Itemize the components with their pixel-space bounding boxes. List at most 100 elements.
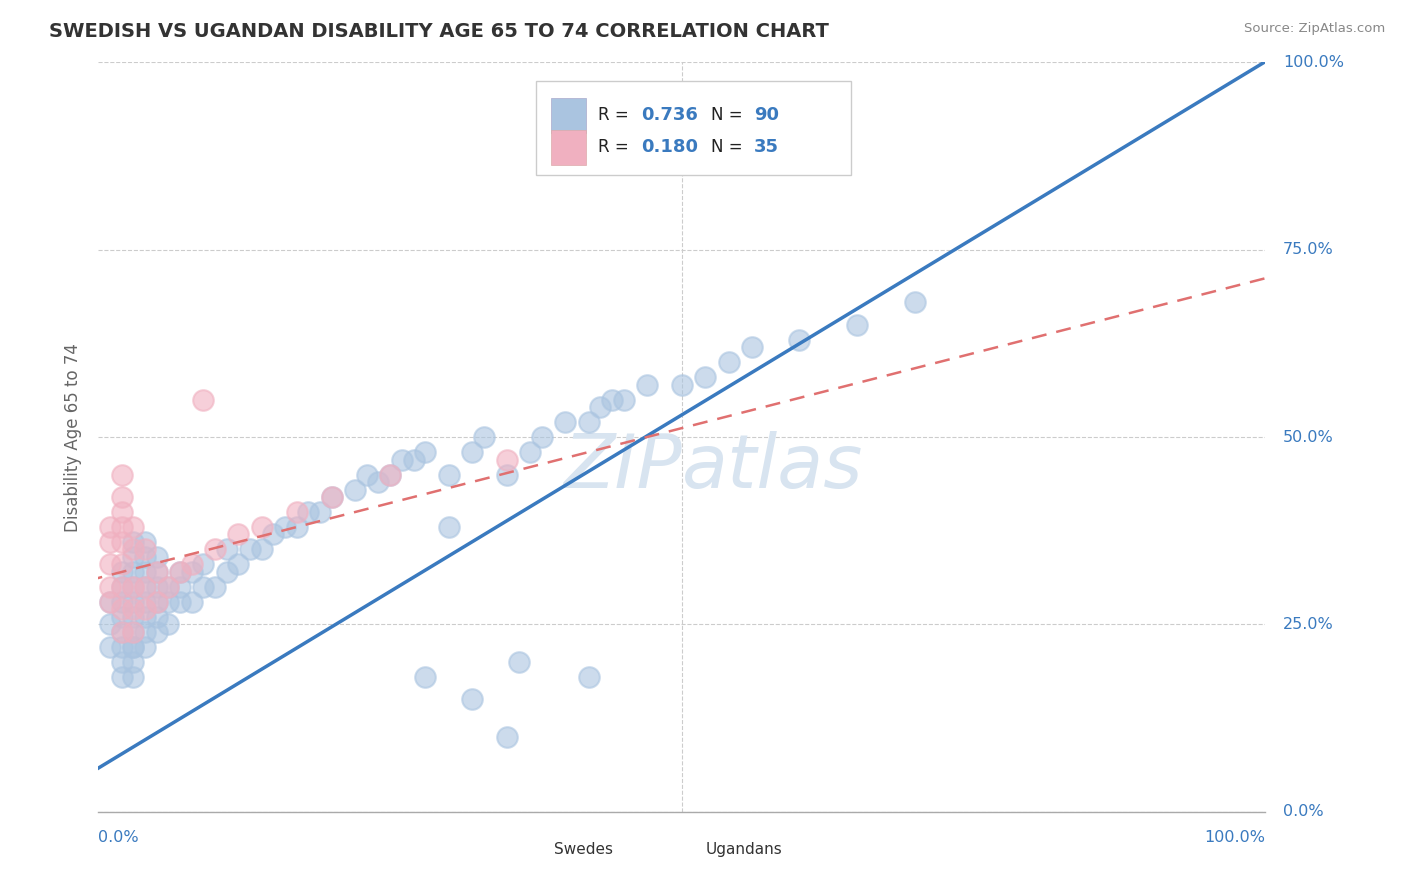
Point bbox=[111, 535, 134, 549]
Point bbox=[157, 595, 180, 609]
Point bbox=[111, 640, 134, 654]
Point bbox=[578, 670, 600, 684]
Point bbox=[122, 610, 145, 624]
Text: ZIP: ZIP bbox=[564, 431, 682, 503]
Point bbox=[496, 452, 519, 467]
Point bbox=[600, 392, 623, 407]
Point bbox=[157, 617, 180, 632]
Point bbox=[111, 624, 134, 639]
Point bbox=[111, 558, 134, 572]
Text: Ugandans: Ugandans bbox=[706, 842, 782, 857]
Point bbox=[671, 377, 693, 392]
Point bbox=[111, 490, 134, 504]
Point bbox=[380, 467, 402, 482]
Point bbox=[215, 542, 238, 557]
Point bbox=[461, 692, 484, 706]
Point bbox=[111, 670, 134, 684]
Point bbox=[134, 610, 156, 624]
Point bbox=[530, 430, 553, 444]
Point bbox=[98, 580, 121, 594]
Point bbox=[146, 595, 169, 609]
Point bbox=[904, 295, 927, 310]
Y-axis label: Disability Age 65 to 74: Disability Age 65 to 74 bbox=[63, 343, 82, 532]
Point bbox=[111, 610, 134, 624]
Point bbox=[122, 520, 145, 534]
Text: 50.0%: 50.0% bbox=[1282, 430, 1334, 444]
Text: 90: 90 bbox=[754, 106, 779, 124]
Point bbox=[146, 565, 169, 579]
Point bbox=[157, 580, 180, 594]
Point bbox=[111, 580, 134, 594]
Point bbox=[122, 542, 145, 557]
Point bbox=[122, 549, 145, 564]
Text: R =: R = bbox=[598, 138, 634, 156]
Point bbox=[239, 542, 262, 557]
Point bbox=[846, 318, 869, 332]
Point bbox=[717, 355, 740, 369]
Point bbox=[111, 565, 134, 579]
Point bbox=[413, 445, 436, 459]
Point bbox=[169, 565, 191, 579]
Text: R =: R = bbox=[598, 106, 634, 124]
Point bbox=[134, 595, 156, 609]
Point bbox=[204, 580, 226, 594]
FancyBboxPatch shape bbox=[536, 81, 851, 175]
Point bbox=[391, 452, 413, 467]
Point bbox=[122, 670, 145, 684]
Point bbox=[193, 392, 215, 407]
Text: 100.0%: 100.0% bbox=[1205, 830, 1265, 846]
Point bbox=[134, 640, 156, 654]
Point bbox=[122, 640, 145, 654]
Point bbox=[122, 580, 145, 594]
Point bbox=[636, 377, 658, 392]
Text: Swedes: Swedes bbox=[554, 842, 613, 857]
Point bbox=[111, 624, 134, 639]
Point bbox=[297, 505, 319, 519]
Point bbox=[134, 624, 156, 639]
Point bbox=[134, 580, 156, 594]
Point bbox=[122, 655, 145, 669]
Point bbox=[228, 558, 250, 572]
Point bbox=[134, 542, 156, 557]
Text: Source: ZipAtlas.com: Source: ZipAtlas.com bbox=[1244, 22, 1385, 36]
Point bbox=[169, 565, 191, 579]
Point bbox=[262, 527, 284, 541]
Point bbox=[613, 392, 636, 407]
Point bbox=[146, 549, 169, 564]
Point bbox=[122, 602, 145, 616]
Point bbox=[250, 542, 273, 557]
Point bbox=[309, 505, 332, 519]
Point bbox=[367, 475, 389, 489]
Point bbox=[321, 490, 343, 504]
Point bbox=[146, 624, 169, 639]
Point bbox=[169, 580, 191, 594]
Point bbox=[134, 580, 156, 594]
Point bbox=[146, 595, 169, 609]
Point bbox=[111, 655, 134, 669]
FancyBboxPatch shape bbox=[551, 130, 586, 164]
Point bbox=[111, 595, 134, 609]
Point bbox=[111, 505, 134, 519]
Point bbox=[122, 535, 145, 549]
Point bbox=[741, 340, 763, 354]
Point bbox=[180, 558, 202, 572]
Point bbox=[122, 624, 145, 639]
Point bbox=[285, 505, 308, 519]
Point bbox=[122, 580, 145, 594]
Point bbox=[111, 467, 134, 482]
Point bbox=[98, 595, 121, 609]
Text: 75.0%: 75.0% bbox=[1282, 243, 1334, 257]
Text: 25.0%: 25.0% bbox=[1282, 617, 1334, 632]
Point bbox=[169, 595, 191, 609]
Point bbox=[496, 467, 519, 482]
Point bbox=[146, 580, 169, 594]
Point bbox=[157, 580, 180, 594]
Point bbox=[193, 558, 215, 572]
Point bbox=[146, 610, 169, 624]
Point bbox=[204, 542, 226, 557]
FancyBboxPatch shape bbox=[668, 835, 699, 862]
Point bbox=[437, 520, 460, 534]
Point bbox=[98, 520, 121, 534]
Point bbox=[472, 430, 495, 444]
Point bbox=[111, 580, 134, 594]
